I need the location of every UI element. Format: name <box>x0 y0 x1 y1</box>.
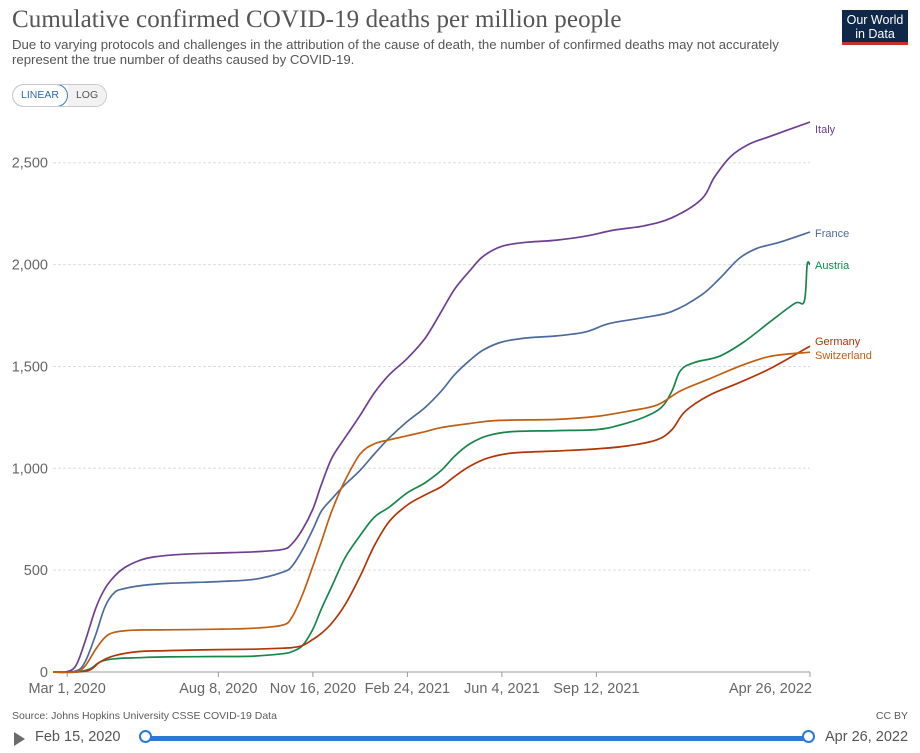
y-tick-label: 1,000 <box>12 461 48 477</box>
austria-line[interactable] <box>52 261 811 674</box>
timeline-track[interactable] <box>146 736 809 741</box>
france-line[interactable] <box>52 231 811 673</box>
log-scale-button[interactable]: LOG <box>67 85 107 106</box>
logo-line-2: in Data <box>855 27 895 41</box>
series-lines <box>52 121 811 674</box>
italy-line[interactable] <box>52 121 811 674</box>
license-link[interactable]: CC BY <box>875 710 908 722</box>
x-tick-label: Mar 1, 2020 <box>28 681 105 697</box>
y-tick-label: 500 <box>24 563 48 579</box>
italy-label[interactable]: Italy <box>815 124 836 136</box>
y-axis: 0 500 1,000 1,500 2,000 2,500 <box>12 156 48 681</box>
x-tick-label: Aug 8, 2020 <box>179 681 257 697</box>
switzerland-line[interactable] <box>52 351 811 674</box>
x-axis: Mar 1, 2020 Aug 8, 2020 Nov 16, 2020 Feb 24… <box>28 671 812 697</box>
x-tick-label: Jun 4, 2021 <box>464 681 540 697</box>
y-tick-label: 2,500 <box>12 156 48 172</box>
linear-scale-button[interactable]: LINEAR <box>13 85 68 106</box>
switzerland-label[interactable]: Switzerland <box>815 350 872 362</box>
timeline-start-label: Feb 15, 2020 <box>35 729 121 745</box>
x-tick-label: Apr 26, 2022 <box>729 681 812 697</box>
france-label[interactable]: France <box>815 228 849 240</box>
owid-logo[interactable]: Our World in Data <box>842 10 908 45</box>
scale-toggle: LINEAR LOG <box>12 84 108 107</box>
timeline-end-handle[interactable] <box>802 730 815 743</box>
y-tick-label: 2,000 <box>12 258 48 274</box>
logo-line-1: Our World <box>846 13 904 27</box>
austria-label[interactable]: Austria <box>815 260 850 272</box>
x-tick-label: Feb 24, 2021 <box>365 681 450 697</box>
play-icon[interactable] <box>14 732 25 746</box>
x-tick-label: Nov 16, 2020 <box>270 681 356 697</box>
x-tick-label: Sep 12, 2021 <box>553 681 639 697</box>
y-tick-label: 1,500 <box>12 359 48 375</box>
chart-title: Cumulative confirmed COVID-19 deaths per… <box>12 6 622 33</box>
series-labels: Italy France Austria Germany Switzerland <box>815 124 872 362</box>
chart-subtitle: Due to varying protocols and challenges … <box>12 37 779 67</box>
line-chart: 0 500 1,000 1,500 2,000 2,500 Mar 1, 2020 Aug … <box>12 121 872 697</box>
germany-line[interactable] <box>52 345 811 673</box>
timeline-start-handle[interactable] <box>139 730 152 743</box>
source-note[interactable]: Source: Johns Hopkins University CSSE CO… <box>12 710 277 722</box>
y-tick-label: 0 <box>40 665 48 681</box>
germany-label[interactable]: Germany <box>815 336 861 348</box>
timeline: Feb 15, 2020 Apr 26, 2022 <box>0 725 920 753</box>
timeline-end-label: Apr 26, 2022 <box>825 729 909 745</box>
grid-lines <box>53 162 810 571</box>
